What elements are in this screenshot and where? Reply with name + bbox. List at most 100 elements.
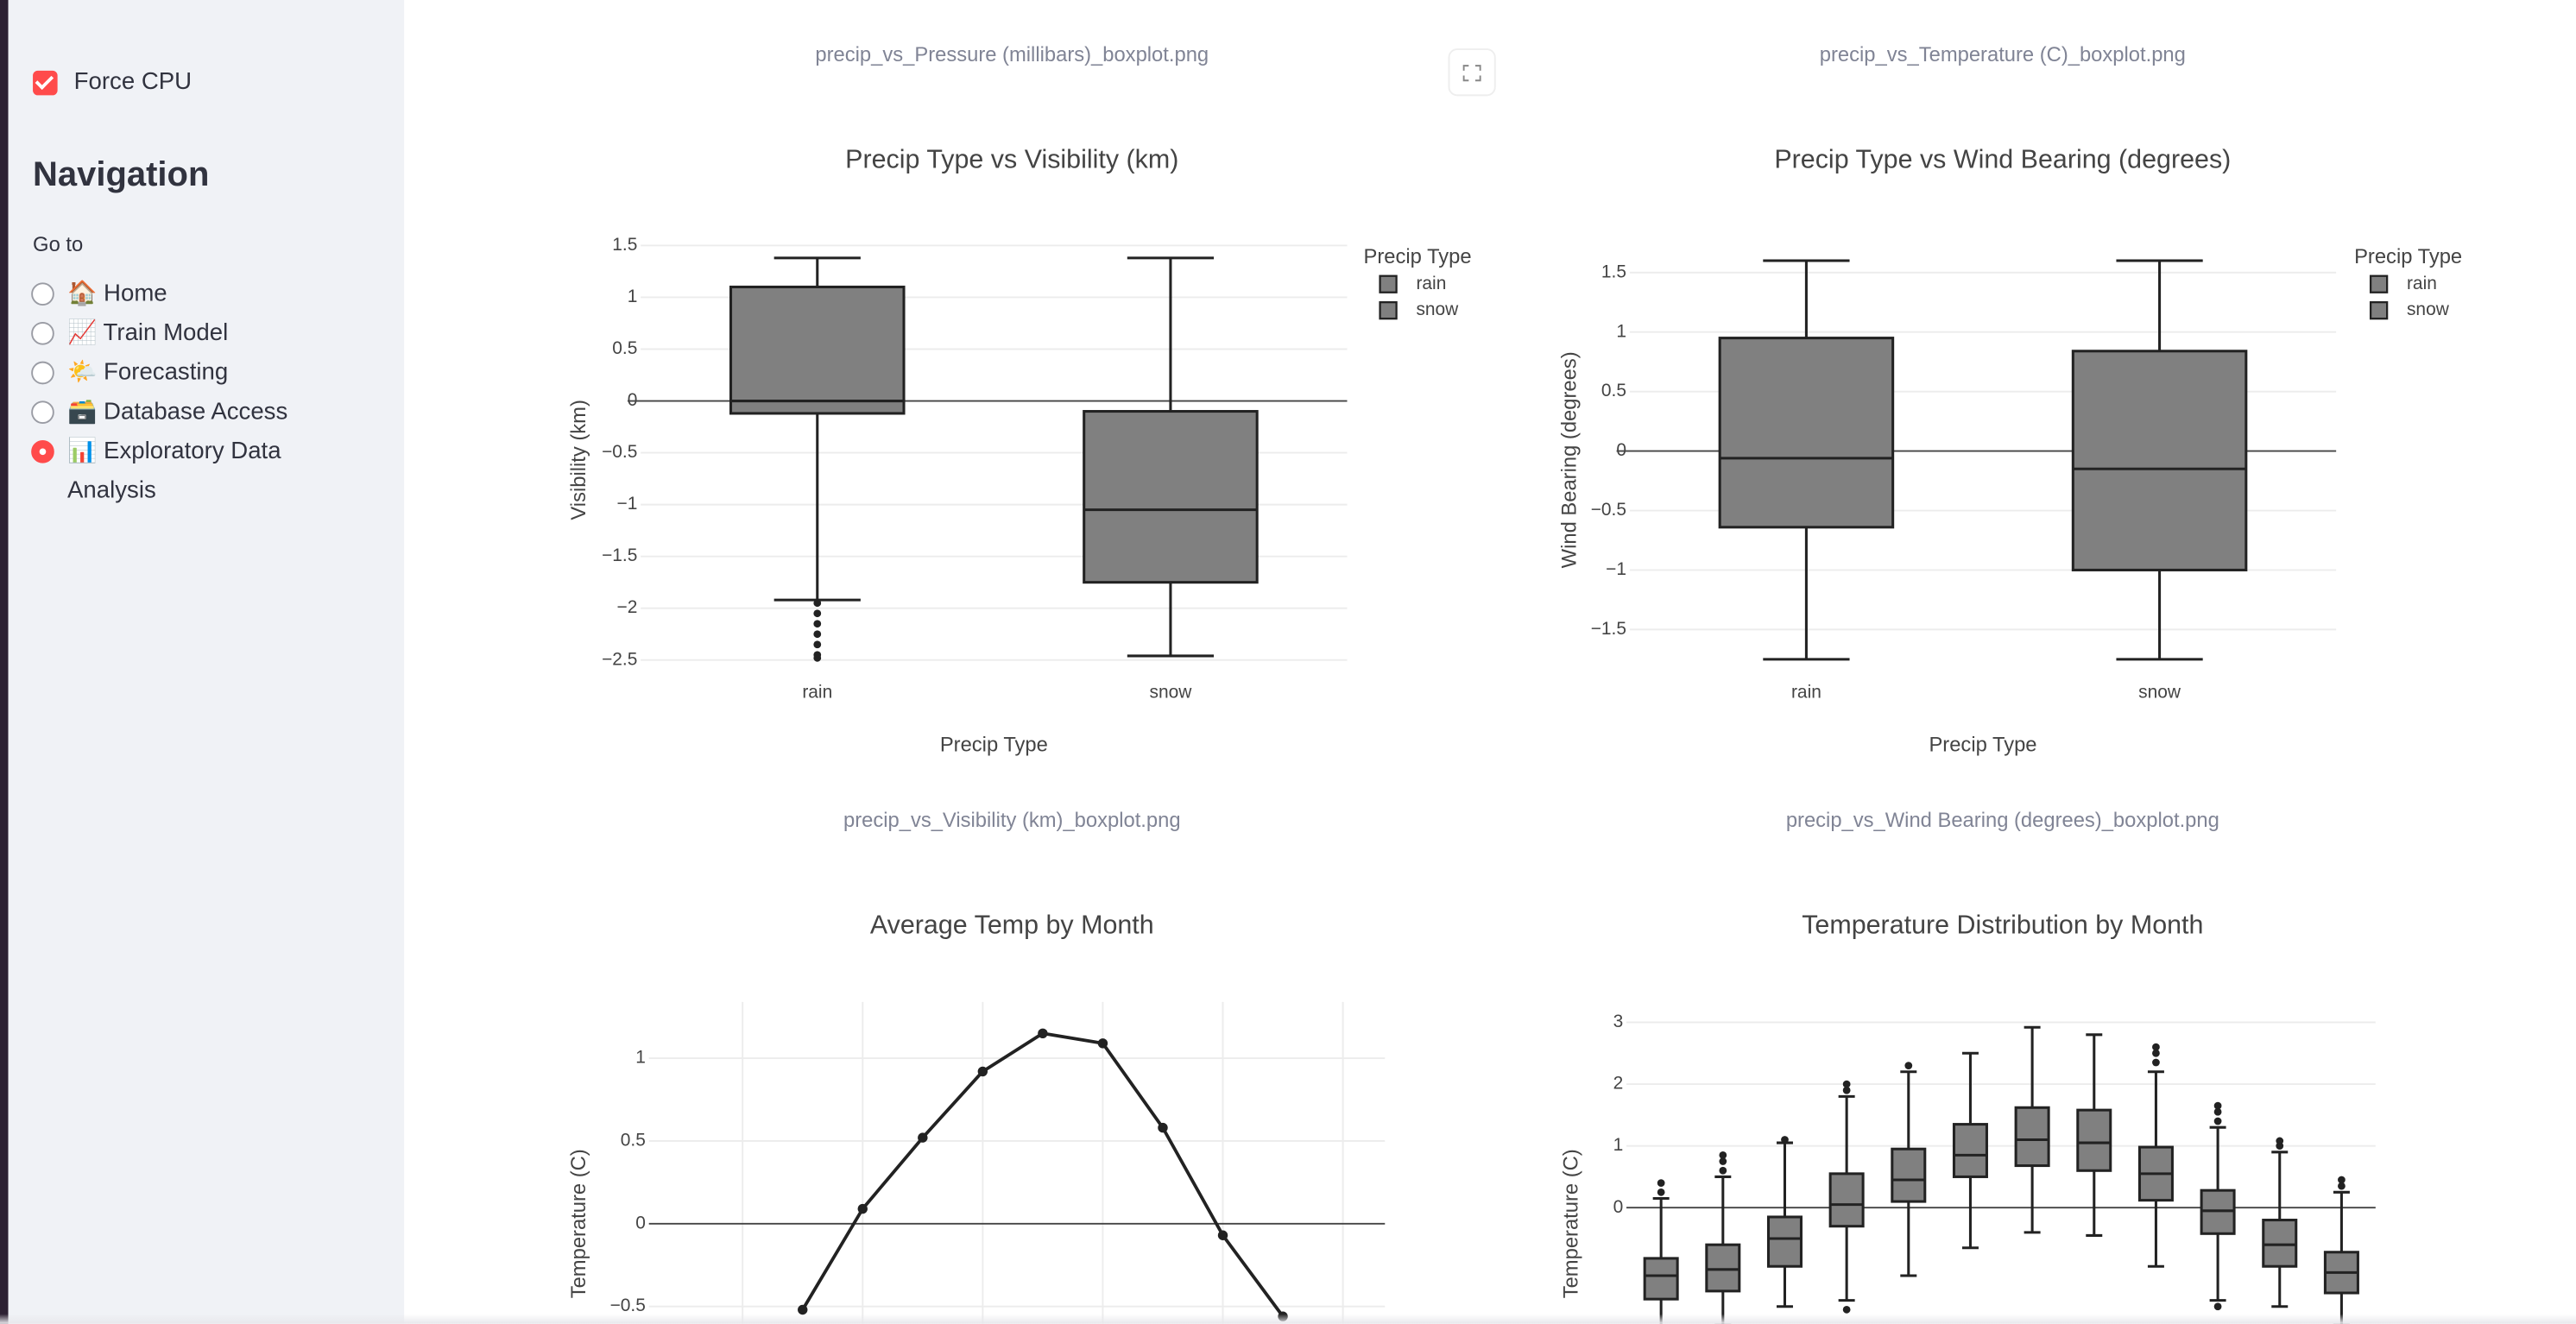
image-caption: precip_vs_Pressure (millibars)_boxplot.p… xyxy=(815,43,1209,66)
outlier xyxy=(813,620,822,628)
point xyxy=(977,1066,988,1077)
box xyxy=(1828,1080,1865,1314)
box xyxy=(2323,1176,2359,1324)
fullscreen-button[interactable] xyxy=(1448,48,1496,97)
point xyxy=(798,1304,808,1315)
outlier xyxy=(1719,1166,1727,1175)
box xyxy=(1643,1179,1679,1324)
legend-swatch xyxy=(2369,274,2389,293)
legend-label: rain xyxy=(1416,274,1446,293)
box-body xyxy=(2076,1108,2112,1172)
box xyxy=(1766,1136,1803,1308)
box-body xyxy=(2262,1219,2298,1268)
chart-title: Average Temp by Month xyxy=(870,910,1154,939)
radio-button[interactable] xyxy=(31,361,54,385)
y-tick-label: 1 xyxy=(1613,1135,1624,1155)
point xyxy=(1097,1038,1108,1049)
radio-button[interactable] xyxy=(31,400,54,424)
y-axis-label: Temperature (C) xyxy=(1560,1149,1583,1298)
button-bg[interactable] xyxy=(1448,48,1496,97)
radio-button[interactable] xyxy=(31,440,54,463)
y-tick-label: 1.5 xyxy=(1601,262,1626,281)
outlier xyxy=(2213,1117,2222,1125)
radio-option[interactable]: 🌤️ Forecasting xyxy=(31,353,327,393)
x-tick-label: rain xyxy=(802,683,832,703)
outlier xyxy=(2276,1137,2284,1145)
outlier xyxy=(2152,1049,2160,1057)
box xyxy=(2262,1137,2298,1308)
legend-label: snow xyxy=(2407,299,2450,319)
y-tick-label: 3 xyxy=(1613,1012,1624,1031)
radio-label: Go to xyxy=(33,233,84,256)
radio-option[interactable]: 📈 Train Model xyxy=(31,313,327,353)
outlier xyxy=(2213,1302,2222,1311)
legend-label: rain xyxy=(2407,274,2437,293)
box xyxy=(1718,259,1895,661)
outlier xyxy=(813,630,822,639)
chart: Average Temp by Month Temperature (C) 1 0.5… xyxy=(567,910,1386,1324)
main-content: precip_vs_Pressure (millibars)_boxplot.p… xyxy=(567,43,2462,1324)
point xyxy=(1158,1122,1168,1133)
image-caption: precip_vs_Visibility (km)_boxplot.png xyxy=(843,809,1181,832)
box xyxy=(1891,1062,1927,1277)
y-tick-label: 2 xyxy=(1613,1074,1624,1094)
force-cpu-checkbox[interactable]: Force CPU xyxy=(33,69,192,95)
radio-option[interactable]: 🗃️ Database Access xyxy=(31,393,327,432)
radio-option[interactable]: 📊 Exploratory Data Analysis xyxy=(31,432,327,511)
point xyxy=(1038,1028,1048,1039)
y-tick-label: −1.5 xyxy=(1591,619,1626,639)
box xyxy=(1705,1151,1741,1324)
chart-title: Precip Type vs Visibility (km) xyxy=(845,145,1178,174)
x-tick-label: rain xyxy=(1791,683,1822,703)
y-tick-label: 0 xyxy=(635,1213,646,1233)
y-tick-label: −0.5 xyxy=(1591,500,1626,520)
checkbox[interactable] xyxy=(33,69,58,95)
y-tick-label: 0.5 xyxy=(612,338,637,358)
radio-option-label: 📊 Exploratory Data Analysis xyxy=(67,438,281,505)
y-tick-label: −2.5 xyxy=(602,649,637,669)
radio-option-label: 📈 Train Model xyxy=(67,320,229,347)
radio-option[interactable]: 🏠 Home xyxy=(31,274,327,314)
outlier xyxy=(1904,1062,1913,1069)
legend-title: Precip Type xyxy=(1364,245,1472,268)
legend-title: Precip Type xyxy=(2354,245,2462,268)
outlier xyxy=(1842,1305,1851,1314)
chart: Precip Type vs Visibility (km) Visibility… xyxy=(567,145,1472,757)
box-body xyxy=(1952,1123,1988,1178)
box-body xyxy=(2014,1106,2050,1168)
y-tick-label: 0.5 xyxy=(621,1130,646,1150)
outlier xyxy=(2152,1043,2160,1051)
nav-title: Navigation xyxy=(33,155,210,194)
radio-button[interactable] xyxy=(31,282,54,306)
box xyxy=(729,256,906,662)
outlier xyxy=(1719,1157,1727,1165)
legend-swatch xyxy=(1379,301,1398,320)
box-body xyxy=(1828,1172,1865,1228)
fullscreen-icon xyxy=(1462,65,1481,82)
box xyxy=(2137,1043,2174,1268)
outlier xyxy=(2338,1176,2346,1184)
outlier xyxy=(1842,1080,1851,1088)
outlier xyxy=(1842,1086,1851,1094)
image-caption: precip_vs_Temperature (C)_boxplot.png xyxy=(1820,43,2186,66)
x-axis-label: Precip Type xyxy=(1929,733,2036,756)
radio-option-label: 🗃️ Database Access xyxy=(67,399,288,426)
outlier xyxy=(813,599,822,608)
point xyxy=(1217,1230,1228,1240)
sidebar: Force CPU Navigation Go to 🏠 Home 📈 Train… xyxy=(0,0,405,1324)
legend-swatch xyxy=(2369,301,2389,320)
x-tick-label: snow xyxy=(1150,683,1193,703)
outlier xyxy=(2213,1107,2222,1116)
point xyxy=(857,1203,868,1214)
outlier xyxy=(2152,1058,2160,1067)
outlier xyxy=(1657,1188,1665,1196)
bottom-shadow xyxy=(0,1314,2576,1324)
legend-label: snow xyxy=(1416,299,1459,319)
box-body xyxy=(1643,1257,1679,1301)
x-axis-label: Precip Type xyxy=(940,733,1048,756)
radio-button[interactable] xyxy=(31,321,54,345)
box xyxy=(1952,1051,1988,1250)
radio-option-label: 🏠 Home xyxy=(67,281,167,307)
